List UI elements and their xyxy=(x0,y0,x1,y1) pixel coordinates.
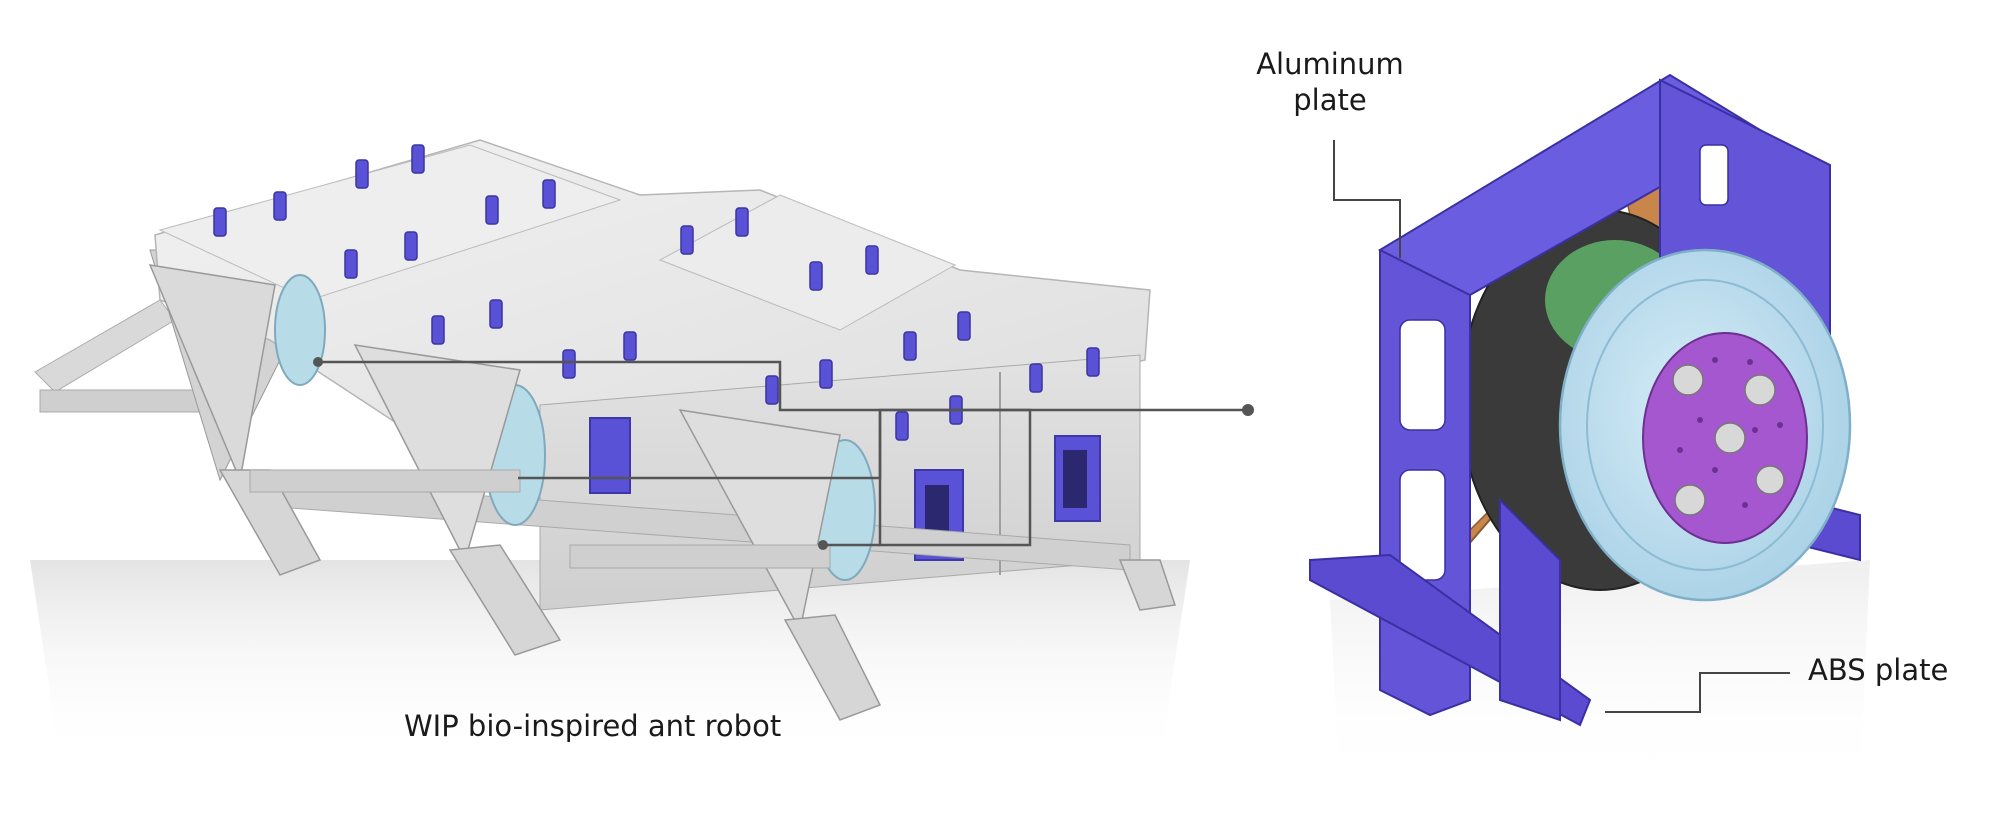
callout-start-dot-2 xyxy=(818,540,828,550)
abs-frame-front-leg xyxy=(1499,497,1561,722)
robot-floor-reflection xyxy=(30,560,1190,760)
robot-leg-rear-right xyxy=(1118,559,1176,611)
robot-upper-plate-right xyxy=(658,194,957,331)
aluminum-leader-line xyxy=(1333,140,1401,258)
hub-holes xyxy=(1677,357,1783,508)
ant-robot-illustration xyxy=(30,139,1190,760)
robot-leg-bracket-1 xyxy=(148,264,322,576)
callout-endpoint-dot xyxy=(1242,404,1254,416)
motor-disc-3 xyxy=(274,274,326,386)
abs-plate-label: ABS plate xyxy=(1808,653,1949,687)
robot-leg-bar-1 xyxy=(249,469,521,493)
servo-window-3 xyxy=(589,417,631,494)
hub-bolts xyxy=(1672,364,1785,516)
robot-leg-bar-2 xyxy=(569,544,831,569)
callout-start-dot xyxy=(313,357,323,367)
actuator-module-illustration xyxy=(1309,73,1870,790)
servo-horns xyxy=(213,144,1100,441)
robot-caption: WIP bio-inspired ant robot xyxy=(404,709,782,743)
abs-leader-line xyxy=(1605,672,1790,713)
aluminum-plate-label: Aluminum plate xyxy=(1256,47,1404,117)
callout-lines xyxy=(318,360,1248,547)
robot-leg-bracket-2 xyxy=(353,344,562,656)
robot-leg-bracket-3 xyxy=(678,409,882,721)
